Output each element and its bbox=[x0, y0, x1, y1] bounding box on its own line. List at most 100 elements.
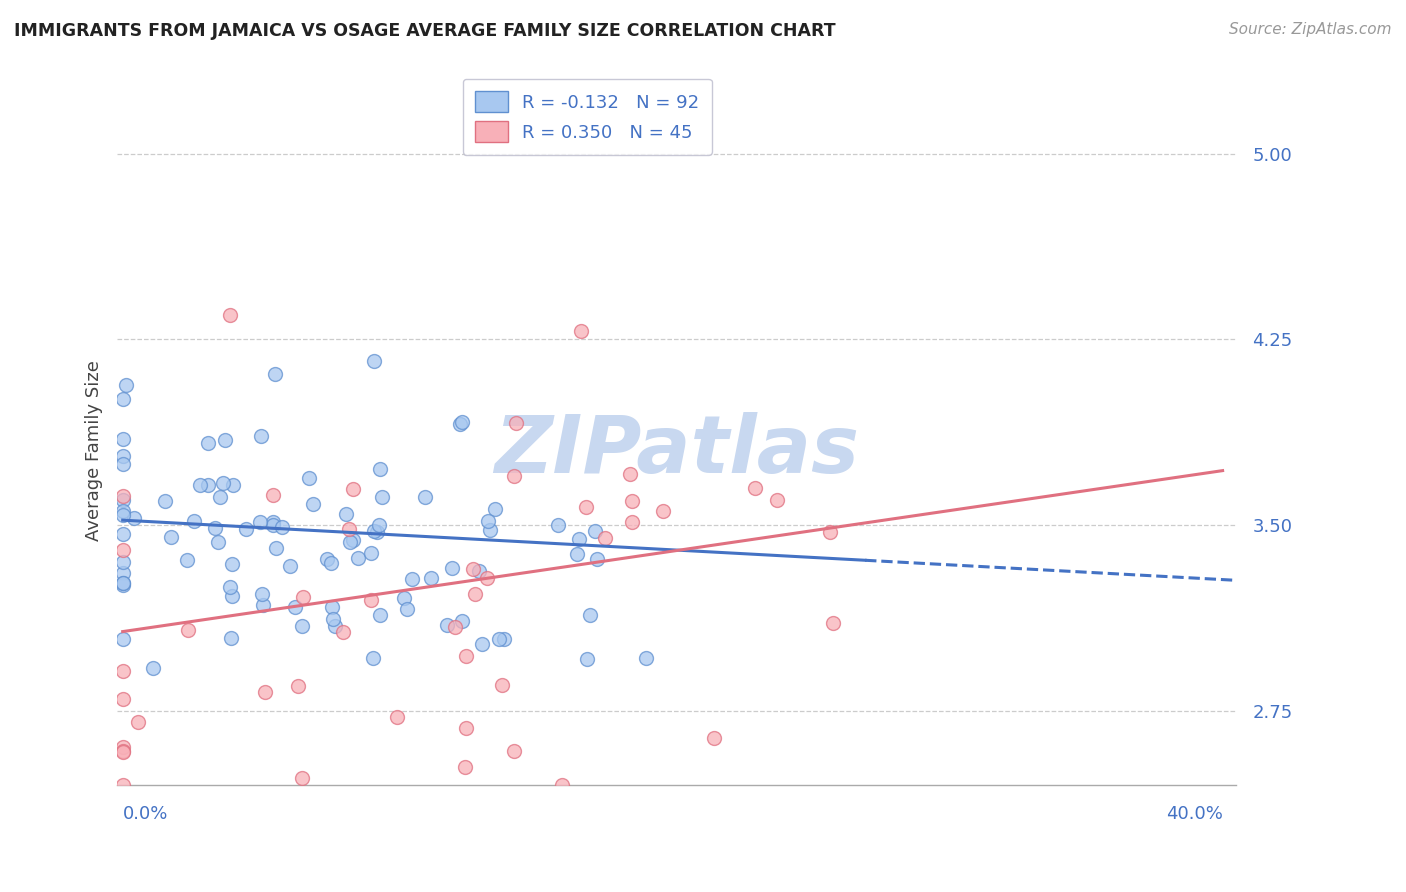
Point bbox=[451, 614, 474, 628]
Point bbox=[319, 556, 342, 570]
Point bbox=[254, 685, 277, 699]
Point bbox=[252, 598, 274, 612]
Point bbox=[503, 469, 526, 483]
Point bbox=[477, 514, 499, 528]
Point bbox=[576, 652, 599, 666]
Point bbox=[204, 521, 226, 535]
Point bbox=[111, 508, 134, 522]
Point bbox=[142, 661, 165, 675]
Point bbox=[111, 632, 134, 647]
Point bbox=[621, 515, 644, 529]
Point bbox=[271, 520, 294, 534]
Point bbox=[207, 535, 229, 549]
Point bbox=[111, 576, 134, 591]
Text: ZIPatlas: ZIPatlas bbox=[495, 412, 859, 490]
Point bbox=[491, 678, 513, 692]
Text: 0.0%: 0.0% bbox=[122, 805, 169, 823]
Point bbox=[335, 507, 357, 521]
Point bbox=[368, 608, 391, 623]
Point bbox=[111, 555, 134, 569]
Point bbox=[111, 692, 134, 706]
Point bbox=[111, 526, 134, 541]
Point bbox=[621, 494, 644, 508]
Point bbox=[366, 525, 388, 540]
Point bbox=[547, 517, 569, 532]
Point bbox=[177, 623, 200, 637]
Point bbox=[111, 458, 134, 472]
Point bbox=[471, 637, 494, 651]
Point bbox=[214, 434, 236, 448]
Point bbox=[652, 504, 675, 518]
Point bbox=[111, 578, 134, 592]
Point bbox=[111, 543, 134, 558]
Point bbox=[111, 449, 134, 463]
Point bbox=[575, 500, 598, 514]
Point bbox=[342, 482, 364, 496]
Point bbox=[361, 651, 384, 665]
Point bbox=[420, 571, 443, 585]
Point bbox=[287, 679, 309, 693]
Point bbox=[222, 477, 245, 491]
Point bbox=[332, 624, 354, 639]
Point bbox=[451, 415, 474, 429]
Point bbox=[595, 532, 617, 546]
Point bbox=[115, 377, 138, 392]
Point bbox=[503, 744, 526, 758]
Point bbox=[249, 515, 271, 529]
Point bbox=[337, 522, 360, 536]
Point bbox=[385, 710, 408, 724]
Point bbox=[488, 632, 510, 647]
Point bbox=[218, 580, 240, 594]
Text: Source: ZipAtlas.com: Source: ZipAtlas.com bbox=[1229, 22, 1392, 37]
Point bbox=[280, 559, 302, 574]
Point bbox=[111, 778, 134, 792]
Point bbox=[262, 517, 284, 532]
Point bbox=[262, 488, 284, 502]
Text: 40.0%: 40.0% bbox=[1166, 805, 1223, 823]
Point bbox=[291, 619, 314, 633]
Point bbox=[235, 522, 257, 536]
Point bbox=[209, 490, 232, 504]
Point bbox=[436, 617, 458, 632]
Point bbox=[551, 778, 574, 792]
Point bbox=[263, 367, 285, 381]
Point bbox=[461, 562, 484, 576]
Point bbox=[290, 771, 312, 785]
Point bbox=[347, 551, 370, 566]
Point bbox=[360, 593, 382, 607]
Point bbox=[339, 535, 361, 549]
Point bbox=[569, 324, 592, 338]
Point bbox=[368, 461, 391, 475]
Point bbox=[219, 631, 242, 645]
Point bbox=[441, 561, 464, 575]
Point bbox=[188, 478, 211, 492]
Point bbox=[484, 502, 506, 516]
Point bbox=[454, 649, 477, 664]
Point bbox=[821, 615, 844, 630]
Point bbox=[298, 471, 321, 485]
Point bbox=[368, 517, 391, 532]
Point bbox=[111, 664, 134, 678]
Point bbox=[565, 547, 588, 561]
Point bbox=[211, 476, 233, 491]
Point bbox=[579, 608, 602, 623]
Point bbox=[371, 490, 394, 504]
Point bbox=[111, 492, 134, 507]
Point bbox=[323, 619, 346, 633]
Point bbox=[636, 651, 658, 665]
Point bbox=[456, 721, 478, 735]
Point bbox=[468, 565, 491, 579]
Text: IMMIGRANTS FROM JAMAICA VS OSAGE AVERAGE FAMILY SIZE CORRELATION CHART: IMMIGRANTS FROM JAMAICA VS OSAGE AVERAGE… bbox=[14, 22, 835, 40]
Point bbox=[321, 599, 343, 614]
Point bbox=[322, 612, 344, 626]
Point bbox=[218, 308, 240, 322]
Point bbox=[619, 467, 641, 481]
Point bbox=[111, 392, 134, 407]
Point bbox=[464, 587, 486, 601]
Point bbox=[197, 436, 219, 450]
Point bbox=[176, 553, 198, 567]
Point bbox=[401, 572, 423, 586]
Point bbox=[392, 591, 415, 605]
Point bbox=[250, 428, 273, 442]
Point bbox=[342, 533, 364, 547]
